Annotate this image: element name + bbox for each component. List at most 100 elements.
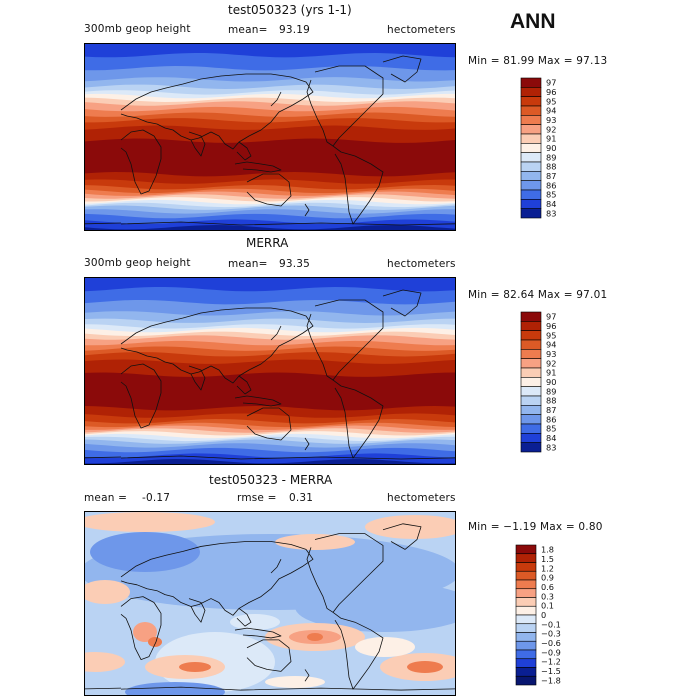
season-label: ANN xyxy=(510,10,556,33)
panel3-mean-value: -0.17 xyxy=(142,492,171,504)
diff-anomaly-region xyxy=(355,637,415,657)
colorbar-2-swatch xyxy=(520,358,542,369)
colorbar-3-swatch xyxy=(515,675,537,686)
colorbar-1-tick-label: 96 xyxy=(546,87,556,97)
colorbar-1-swatch xyxy=(520,143,542,153)
diff-anomaly-region xyxy=(85,652,125,672)
coastline xyxy=(270,559,282,574)
panel2-units: hectometers xyxy=(387,258,456,270)
coastline xyxy=(270,91,282,107)
diff-anomaly-region xyxy=(125,682,225,695)
field-contour-band xyxy=(85,225,455,230)
panel2-variable-label: 300mb geop height xyxy=(84,257,191,269)
colorbar-3-tick-label: −0.6 xyxy=(541,638,561,648)
coastline xyxy=(236,141,252,161)
diff-anomaly-region xyxy=(230,614,280,630)
colorbar-1-tick-label: 95 xyxy=(546,96,556,106)
colorbar-1-swatch xyxy=(520,87,542,97)
colorbar-2-swatch xyxy=(520,386,542,397)
colorbar-2-tick-label: 87 xyxy=(546,405,556,415)
coastline xyxy=(234,395,282,407)
colorbar-2-tick-label: 93 xyxy=(546,349,556,359)
colorbar-3-tick-label: −1.2 xyxy=(541,657,561,667)
colorbar-1-tick-label: 92 xyxy=(546,124,556,134)
coastline xyxy=(120,363,162,429)
colorbar-1-tick-label: 94 xyxy=(546,106,556,116)
colorbar-2-swatch xyxy=(520,377,542,387)
diff-anomaly-region xyxy=(90,532,200,572)
colorbar-2-tick-label: 85 xyxy=(546,424,556,434)
colorbar-2-tick-label: 83 xyxy=(546,442,556,452)
colorbar-2-swatch xyxy=(520,433,542,443)
coastline xyxy=(332,145,384,225)
panel1-mean-label: mean= xyxy=(228,24,268,36)
diff-anomaly-region xyxy=(179,662,211,672)
panel1-field-plot xyxy=(85,44,455,230)
coastline xyxy=(120,686,455,691)
diff-anomaly-region xyxy=(133,622,157,642)
colorbar-1-tick-label: 85 xyxy=(546,190,556,200)
panel1-colorbar: 97 96 95 94 93 92 91 90 89 88 87 86 85 84 83 xyxy=(520,78,581,228)
colorbar-2-tick-label: 89 xyxy=(546,386,556,396)
colorbar-1-tick-label: 91 xyxy=(546,134,556,144)
panel3-field-plot xyxy=(85,512,455,695)
colorbar-1-swatch xyxy=(520,105,542,116)
colorbar-2-swatch xyxy=(520,321,542,331)
panel1-units: hectometers xyxy=(387,24,456,36)
colorbar-3-swatch xyxy=(515,632,537,642)
coastline xyxy=(382,289,422,317)
panel3-title: test050323 - MERRA xyxy=(209,473,333,487)
colorbar-1-tick-label: 89 xyxy=(546,152,556,162)
panel1-variable-label: 300mb geop height xyxy=(84,23,191,35)
colorbar-2-swatch xyxy=(520,311,542,322)
colorbar-3-tick-label: −1.8 xyxy=(541,675,561,685)
colorbar-3-swatch xyxy=(515,579,537,590)
coastline xyxy=(306,65,384,147)
panel3-mean-label: mean = xyxy=(84,492,128,504)
panel3-units: hectometers xyxy=(387,492,456,504)
colorbar-1-swatch xyxy=(520,133,542,144)
coastline xyxy=(120,129,162,195)
panel3-colorbar: 1.8 1.5 1.2 0.9 0.6 0.3 0.1 0 −0.1 −0.3 −0.6 −0.9 −1… xyxy=(515,545,576,695)
colorbar-2-tick-label: 97 xyxy=(546,312,556,322)
colorbar-1-swatch xyxy=(520,180,542,191)
coastline xyxy=(246,639,292,672)
colorbar-3-tick-label: −0.1 xyxy=(541,619,561,629)
colorbar-3-tick-label: −0.3 xyxy=(541,629,561,639)
colorbar-3-tick-label: 0.1 xyxy=(541,601,554,611)
panel2-map xyxy=(84,277,456,465)
colorbar-3-swatch xyxy=(515,605,537,616)
colorbar-3-swatch xyxy=(515,649,537,660)
colorbar-1-tick-label: 83 xyxy=(546,208,556,218)
colorbar-3-swatch xyxy=(515,667,537,677)
panel2-colorbar: 97 96 95 94 93 92 91 90 89 88 87 86 85 84 83 xyxy=(520,311,581,462)
colorbar-1-swatch xyxy=(520,189,542,200)
colorbar-2-swatch xyxy=(520,367,542,378)
colorbar-3-swatch xyxy=(515,614,537,625)
panel3-rmse-label: rmse = xyxy=(237,492,277,504)
colorbar-3-swatch xyxy=(515,658,537,668)
panel2-minmax: Min = 82.64 Max = 97.01 xyxy=(468,289,608,301)
panel1-mean-value: 93.19 xyxy=(279,24,311,36)
colorbar-1-swatch xyxy=(520,161,542,172)
colorbar-1-swatch xyxy=(520,124,542,135)
colorbar-2-swatch xyxy=(520,414,542,425)
coastline xyxy=(246,173,292,207)
colorbar-2-swatch xyxy=(520,330,542,341)
coastline xyxy=(120,596,162,660)
coastline xyxy=(120,455,455,460)
diff-anomaly-region xyxy=(407,661,443,673)
colorbar-2-tick-label: 84 xyxy=(546,433,556,443)
panel2-field-plot xyxy=(85,278,455,464)
colorbar-2-swatch xyxy=(520,395,542,406)
colorbar-1-tick-label: 84 xyxy=(546,199,556,209)
colorbar-3-swatch xyxy=(515,553,537,563)
coastline xyxy=(188,598,206,623)
colorbar-3-swatch xyxy=(515,570,537,581)
colorbar-1-swatch xyxy=(520,115,542,125)
coastline xyxy=(382,523,422,550)
coastline-outlines xyxy=(120,55,455,226)
colorbar-1-swatch xyxy=(520,96,542,107)
coastline xyxy=(304,669,310,682)
colorbar-2-swatch xyxy=(520,442,542,453)
